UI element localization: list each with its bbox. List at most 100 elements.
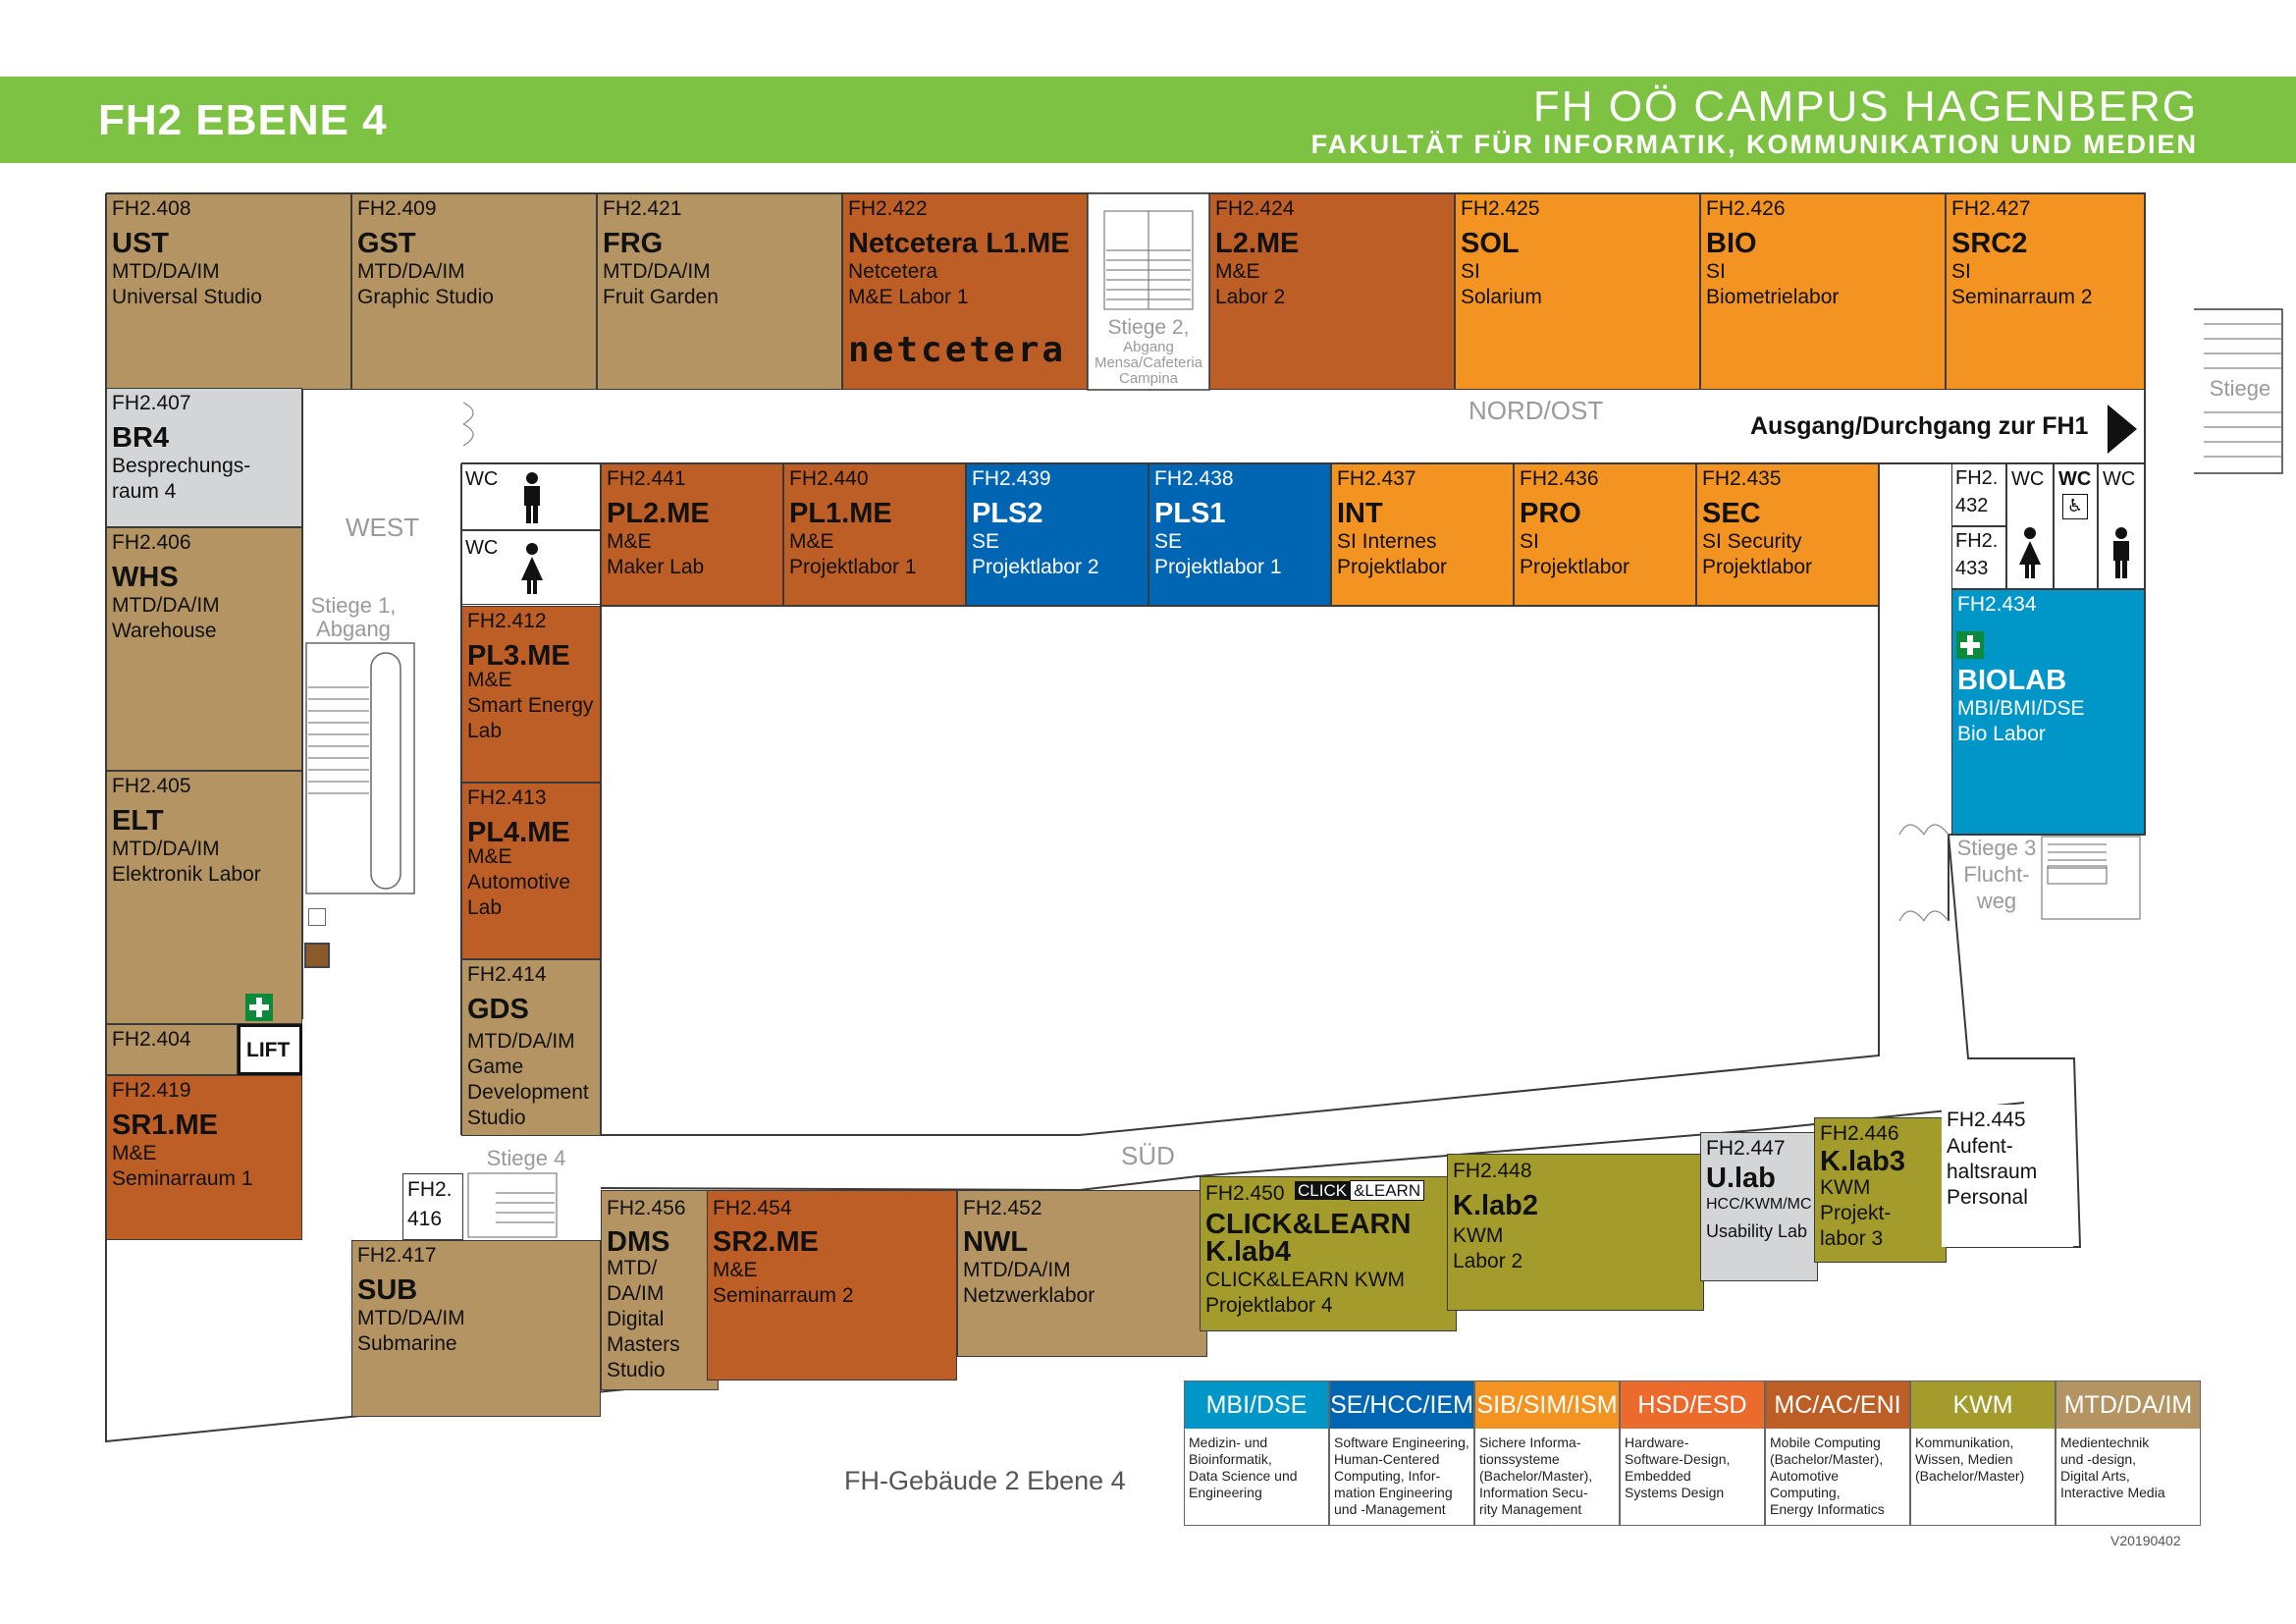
room-fh2-421[interactable]: FH2.421 FRG MTD/DA/IM Fruit Garden: [597, 193, 842, 390]
room-line: Automotive: [467, 871, 571, 893]
room-number: FH2.419: [112, 1079, 191, 1102]
legend-description-line: Medientechnik: [2060, 1435, 2150, 1450]
room-fh2-419[interactable]: FH2.419 SR1.ME M&E Seminarraum 1: [106, 1075, 302, 1240]
room-fh2-408[interactable]: FH2.408 UST MTD/DA/IM Universal Studio: [106, 193, 351, 390]
stair-label-line: Stiege 3: [1956, 836, 2037, 860]
room-number: 416: [407, 1208, 443, 1230]
wc-label: WC: [465, 537, 499, 559]
legend-cell: MC/AC/ENI Mobile Computing (Bachelor/Maste…: [1765, 1380, 1910, 1526]
room-fh2-452[interactable]: FH2.452 NWL MTD/DA/IM Netzwerklabor: [957, 1190, 1207, 1357]
stair-label-line: weg: [1976, 889, 2017, 913]
room-fh2-427[interactable]: FH2.427 SRC2 SI Seminarraum 2: [1946, 193, 2145, 390]
room-number: FH2.426: [1706, 197, 1786, 220]
room-line: MTD/DA/IM: [112, 594, 220, 617]
room-fh2-450[interactable]: FH2.450 CLICK &LEARN CLICK&LEARN K.lab4 C…: [1200, 1176, 1457, 1331]
room-code: ELT: [112, 805, 164, 837]
wc-men-west[interactable]: WC: [461, 463, 601, 530]
room-number: FH2.424: [1215, 197, 1295, 220]
legend-description-line: und -Management: [1334, 1501, 1446, 1517]
room-fh2-447[interactable]: FH2.447 U.lab HCC/KWM/MC Usability Lab: [1700, 1132, 1818, 1281]
room-fh2-412[interactable]: FH2.412 PL3.ME M&E Smart Energy Lab: [461, 606, 601, 783]
legend-description-line: Hardware-: [1625, 1435, 1689, 1450]
room-fh2-456[interactable]: FH2.456 DMS MTD/ DA/IM Digital Masters S…: [601, 1190, 719, 1390]
faculty-title: FAKULTÄT FÜR INFORMATIK, KOMMUNIKATION U…: [1310, 130, 2198, 159]
room-code: PL1.ME: [789, 498, 892, 529]
room-number: FH2.421: [603, 197, 682, 220]
wc-women-west[interactable]: WC: [461, 530, 601, 605]
legend-description-line: Wissen, Medien: [1915, 1451, 2013, 1467]
room-code: Netcetera L1.ME: [848, 228, 1070, 259]
room-fh2-407[interactable]: FH2.407 BR4 Besprechungs- raum 4: [106, 388, 302, 527]
room-fh2-409[interactable]: FH2.409 GST MTD/DA/IM Graphic Studio: [351, 193, 597, 390]
room-fh2-435[interactable]: FH2.435 SEC SI Security Projektlabor: [1696, 463, 1879, 606]
legend-cell: MBI/DSE Medizin- und Bioinformatik, Data Sc…: [1184, 1380, 1329, 1526]
room-line: Seminarraum 2: [713, 1284, 854, 1307]
room-line: KWM: [1453, 1224, 1504, 1247]
room-fh2-434[interactable]: FH2.434 BIOLAB MBI/BMI/DSE Bio Labor: [1951, 589, 2145, 835]
click-learn-logo-part: &LEARN: [1350, 1180, 1425, 1201]
room-line: SE: [972, 530, 1000, 553]
room-line: Game: [467, 1056, 524, 1078]
room-code: BR4: [112, 422, 170, 454]
wc-label: WC: [2103, 468, 2136, 490]
exit-label[interactable]: Ausgang/Durchgang zur FH1: [1750, 412, 2089, 440]
room-fh2-424[interactable]: FH2.424 L2.ME M&E Labor 2: [1209, 193, 1455, 390]
stair-label-line: Mensa/Cafeteria: [1094, 354, 1203, 371]
room-fh2-439[interactable]: FH2.439 PLS2 SE Projektlabor 2: [966, 463, 1148, 606]
room-fh2-426[interactable]: FH2.426 BIO SI Biometrielabor: [1700, 193, 1946, 390]
legend-description: Medizin- und Bioinformatik, Data Science u…: [1189, 1435, 1298, 1501]
room-code: WHS: [112, 562, 179, 593]
room-fh2-414[interactable]: FH2.414 GDS MTD/DA/IM Game Development S…: [461, 959, 601, 1136]
room-fh2-436[interactable]: FH2.436 PRO SI Projektlabor: [1514, 463, 1696, 606]
room-fh2-437[interactable]: FH2.437 INT SI Internes Projektlabor: [1331, 463, 1514, 606]
room-fh2-441[interactable]: FH2.441 PL2.ME M&E Maker Lab: [601, 463, 783, 606]
small-box-icon: [308, 908, 326, 926]
room-line: raum 4: [112, 480, 177, 503]
room-fh2-422[interactable]: FH2.422 Netcetera L1.ME Netcetera M&E La…: [842, 193, 1088, 390]
room-fh2-448[interactable]: FH2.448 K.lab2 KWM Labor 2: [1447, 1154, 1704, 1311]
room-fh2-425[interactable]: FH2.425 SOL SI Solarium: [1455, 193, 1700, 390]
room-fh2-413[interactable]: FH2.413 PL4.ME M&E Automotive Lab: [461, 783, 601, 959]
room-fh2-446[interactable]: FH2.446 K.lab3 KWM Projekt- labor 3: [1814, 1117, 1947, 1263]
legend-description-line: Computing,: [1770, 1485, 1841, 1500]
legend-description-line: Computing, Infor-: [1334, 1468, 1441, 1484]
legend-description: Hardware- Software-Design, Embedded Systems…: [1625, 1435, 1730, 1501]
room-code: UST: [112, 228, 169, 259]
room-fh2-445[interactable]: FH2.445 Aufent- haltsraum Personal: [1942, 1105, 2073, 1247]
room-fh2-433[interactable]: FH2. 433: [1951, 526, 2006, 589]
room-code: PL4.ME: [467, 817, 570, 848]
legend-description-line: Embedded: [1625, 1468, 1691, 1484]
room-line: haltsraum: [1947, 1161, 2038, 1183]
room-number: FH2.427: [1951, 197, 2031, 220]
wc-men-east[interactable]: WC: [2098, 463, 2145, 589]
room-fh2-416[interactable]: FH2. 416: [402, 1173, 463, 1240]
header-bar: FH2 EBENE 4 FH OÖ CAMPUS HAGENBERG FAKUL…: [0, 77, 2296, 163]
room-code: SOL: [1461, 228, 1520, 259]
room-line: Projektlabor: [1520, 556, 1630, 578]
room-code: K.lab2: [1453, 1190, 1539, 1221]
room-fh2-440[interactable]: FH2.440 PL1.ME M&E Projektlabor 1: [783, 463, 966, 606]
room-line: KWM: [1820, 1176, 1871, 1199]
wc-label: WC: [465, 468, 499, 490]
room-line: Graphic Studio: [357, 286, 494, 308]
room-line: Netcetera: [848, 260, 938, 283]
room-fh2-432[interactable]: FH2. 432: [1951, 463, 2006, 526]
room-line: M&E: [467, 845, 512, 868]
room-fh2-406[interactable]: FH2.406 WHS MTD/DA/IM Warehouse: [106, 527, 302, 771]
room-code: CLICK&LEARN: [1205, 1209, 1412, 1240]
wc-accessible-east[interactable]: WC ♿: [2054, 463, 2098, 589]
lift[interactable]: LIFT: [238, 1024, 302, 1075]
man-icon: [524, 472, 540, 523]
room-fh2-404[interactable]: FH2.404: [106, 1024, 238, 1075]
room-code: PRO: [1520, 498, 1581, 529]
room-fh2-417[interactable]: FH2.417 SUB MTD/DA/IM Submarine: [351, 1240, 601, 1417]
room-fh2-405[interactable]: FH2.405 ELT MTD/DA/IM Elektronik Labor: [106, 771, 302, 1024]
room-fh2-454[interactable]: FH2.454 SR2.ME M&E Seminarraum 2: [707, 1190, 957, 1380]
wc-women-east[interactable]: WC: [2006, 463, 2054, 589]
click-learn-logo: CLICK &LEARN: [1295, 1180, 1425, 1201]
room-line: SI: [1520, 530, 1539, 553]
room-fh2-438[interactable]: FH2.438 PLS1 SE Projektlabor 1: [1148, 463, 1331, 606]
room-line: SI Internes: [1337, 530, 1437, 553]
room-number: FH2.: [1955, 467, 1999, 489]
stair-1-label: Stiege 1, Abgang: [304, 594, 402, 641]
